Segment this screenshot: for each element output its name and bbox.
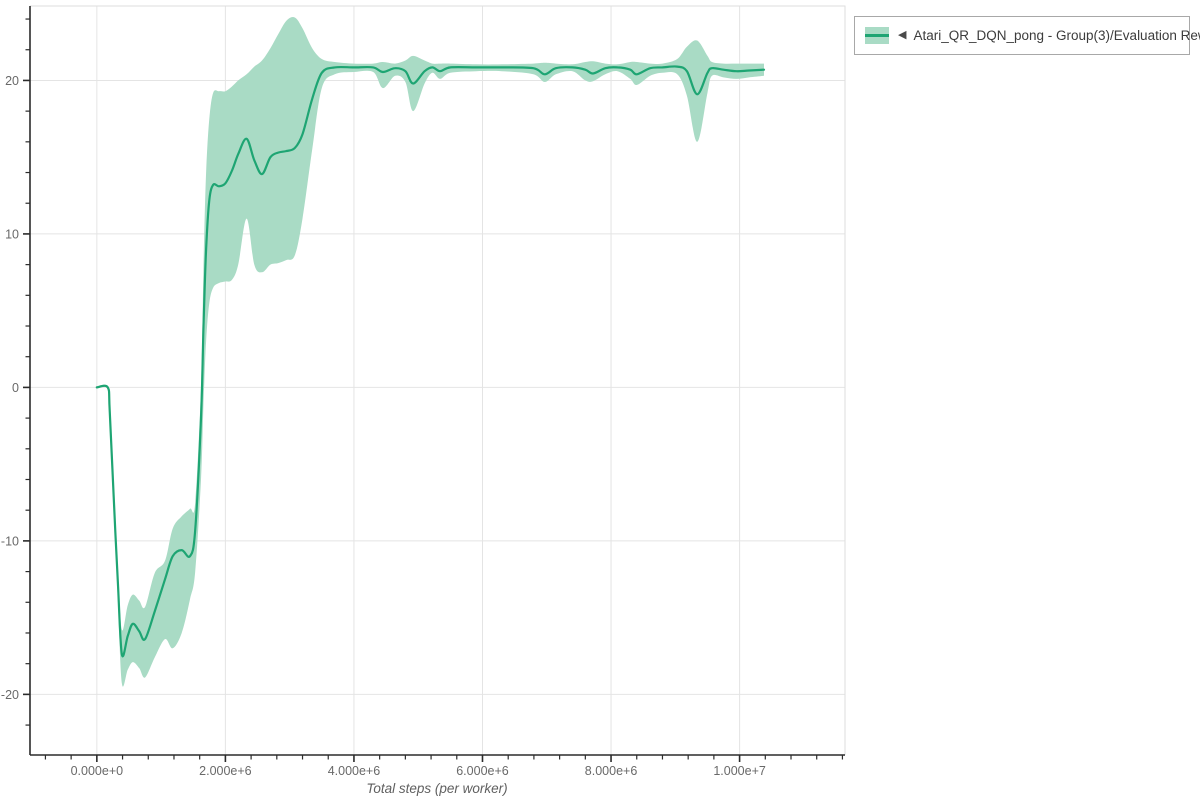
y-tick-label: 10 bbox=[5, 227, 19, 241]
legend-series-swatch bbox=[865, 27, 889, 44]
confidence-band bbox=[96, 17, 765, 687]
x-tick-label: 1.000e+7 bbox=[713, 764, 766, 778]
x-tick-labels: 0.000e+0 2.000e+6 4.000e+6 6.000e+6 8.000e+6… bbox=[71, 764, 766, 778]
x-tick-label: 0.000e+0 bbox=[71, 764, 124, 778]
x-tick-label: 2.000e+6 bbox=[199, 764, 252, 778]
axes bbox=[23, 6, 845, 762]
y-tick-label: 0 bbox=[12, 381, 19, 395]
legend[interactable]: ◀ Atari_QR_DQN_pong - Group(3)/Evaluatio… bbox=[854, 16, 1200, 55]
series-line bbox=[95, 65, 766, 658]
legend-line-swatch bbox=[865, 34, 889, 37]
x-axis-title: Total steps (per worker) bbox=[366, 781, 507, 796]
x-tick-label: 8.000e+6 bbox=[585, 764, 638, 778]
panel-border bbox=[30, 5, 846, 755]
y-tick-label: -10 bbox=[1, 534, 19, 548]
y-tick-label: -20 bbox=[1, 688, 19, 702]
y-tick-label: 20 bbox=[5, 74, 19, 88]
legend-collapse-icon[interactable]: ◀ bbox=[898, 29, 907, 41]
y-tick-labels: -20 -10 0 10 20 bbox=[1, 74, 19, 702]
x-tick-label: 6.000e+6 bbox=[456, 764, 509, 778]
x-tick-label: 4.000e+6 bbox=[328, 764, 381, 778]
legend-label: Atari_QR_DQN_pong - Group(3)/Evaluation … bbox=[913, 28, 1200, 43]
